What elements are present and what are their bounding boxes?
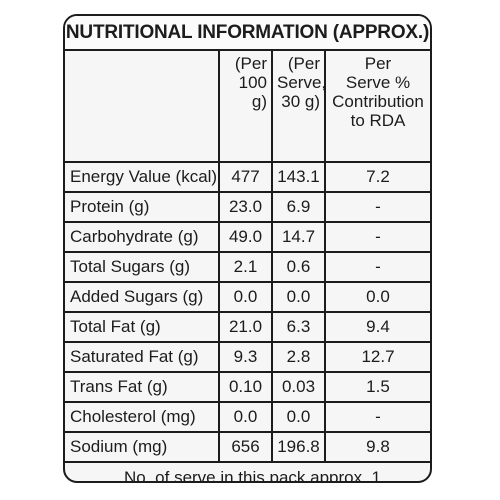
header-per-serve: (Per Serve, 30 g) <box>271 51 326 163</box>
table-row: Total Fat (g) 21.0 6.3 9.4 <box>65 311 430 343</box>
value-rda: 9.4 <box>324 311 430 343</box>
value-per-serve: 6.9 <box>271 191 326 223</box>
nutrient-name: Carbohydrate (g) <box>65 221 220 253</box>
nutrient-name: Energy Value (kcal) <box>65 161 220 193</box>
label-title: NUTRITIONAL INFORMATION (APPROX.) <box>65 16 430 51</box>
value-rda: 1.5 <box>324 371 430 403</box>
table-row: Trans Fat (g) 0.10 0.03 1.5 <box>65 371 430 403</box>
value-per-serve: 0.0 <box>271 281 326 313</box>
table-row: Carbohydrate (g) 49.0 14.7 - <box>65 221 430 253</box>
table-row: Cholesterol (mg) 0.0 0.0 - <box>65 401 430 433</box>
value-rda: 12.7 <box>324 341 430 373</box>
nutrient-name: Cholesterol (mg) <box>65 401 220 433</box>
table-row: Protein (g) 23.0 6.9 - <box>65 191 430 223</box>
value-rda: 0.0 <box>324 281 430 313</box>
value-rda: - <box>324 191 430 223</box>
value-per-serve: 6.3 <box>271 311 326 343</box>
nutrient-name: Saturated Fat (g) <box>65 341 220 373</box>
value-per-serve: 2.8 <box>271 341 326 373</box>
nutrient-name: Total Sugars (g) <box>65 251 220 283</box>
table-row: Sodium (mg) 656 196.8 9.8 <box>65 431 430 463</box>
nutrient-name: Total Fat (g) <box>65 311 220 343</box>
value-per-serve: 196.8 <box>271 431 326 463</box>
value-per-serve: 0.0 <box>271 401 326 433</box>
value-rda: - <box>324 401 430 433</box>
value-rda: 9.8 <box>324 431 430 463</box>
value-rda: 7.2 <box>324 161 430 193</box>
nutrition-table: (Per 100 g) (Per Serve, 30 g) Per Serve … <box>65 51 430 481</box>
header-blank <box>65 51 220 163</box>
header-row: (Per 100 g) (Per Serve, 30 g) Per Serve … <box>65 51 430 163</box>
value-per-100g: 21.0 <box>218 311 273 343</box>
nutrient-name: Sodium (mg) <box>65 431 220 463</box>
table-row: Added Sugars (g) 0.0 0.0 0.0 <box>65 281 430 313</box>
value-per-serve: 0.03 <box>271 371 326 403</box>
nutrient-name: Trans Fat (g) <box>65 371 220 403</box>
value-per-serve: 143.1 <box>271 161 326 193</box>
value-rda: - <box>324 251 430 283</box>
value-rda: - <box>324 221 430 253</box>
value-per-100g: 656 <box>218 431 273 463</box>
header-per-100g: (Per 100 g) <box>218 51 273 163</box>
serves-per-pack-note: No. of serve in this pack approx. 1 <box>65 461 430 481</box>
value-per-serve: 0.6 <box>271 251 326 283</box>
value-per-100g: 0.0 <box>218 281 273 313</box>
footer-row: No. of serve in this pack approx. 1 <box>65 461 430 481</box>
value-per-100g: 0.10 <box>218 371 273 403</box>
table-row: Saturated Fat (g) 9.3 2.8 12.7 <box>65 341 430 373</box>
header-rda: Per Serve % Contribution to RDA <box>324 51 430 163</box>
nutrition-label: NUTRITIONAL INFORMATION (APPROX.) (Per 1… <box>63 14 432 483</box>
value-per-100g: 23.0 <box>218 191 273 223</box>
value-per-100g: 0.0 <box>218 401 273 433</box>
value-per-100g: 477 <box>218 161 273 193</box>
nutrient-name: Protein (g) <box>65 191 220 223</box>
table-row: Energy Value (kcal) 477 143.1 7.2 <box>65 161 430 193</box>
table-row: Total Sugars (g) 2.1 0.6 - <box>65 251 430 283</box>
value-per-100g: 2.1 <box>218 251 273 283</box>
value-per-serve: 14.7 <box>271 221 326 253</box>
nutrient-name: Added Sugars (g) <box>65 281 220 313</box>
value-per-100g: 49.0 <box>218 221 273 253</box>
value-per-100g: 9.3 <box>218 341 273 373</box>
